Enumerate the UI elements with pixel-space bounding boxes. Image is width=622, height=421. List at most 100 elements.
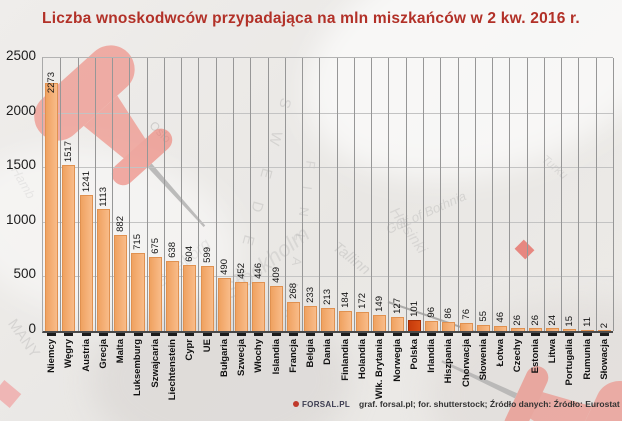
bar-Bułgaria (217, 277, 231, 331)
category-label: Szwecja (233, 339, 250, 376)
category-text: Estonia (529, 339, 541, 374)
category-text: Polska (408, 339, 420, 370)
category-text: Szwajcaria (149, 339, 161, 388)
x-tick (427, 333, 437, 336)
x-tick (565, 333, 575, 336)
footer: FORSAL.PL graf. forsal.pl; for. shutters… (293, 399, 620, 409)
category-text: Hiszpania (443, 339, 455, 384)
gridline-v (371, 58, 390, 331)
x-tick (444, 333, 454, 336)
x-tick (202, 333, 212, 336)
value-text: 268 (287, 282, 299, 299)
category-text: Liechtenstein (167, 339, 179, 401)
value-text: 24 (547, 314, 559, 326)
y-tick-label: 1000 (5, 211, 36, 227)
y-tick-label: 2000 (5, 102, 36, 118)
value-text: 1113 (97, 186, 109, 207)
category-text: UE (201, 339, 213, 353)
value-label: 1517 (60, 141, 77, 162)
value-label: 172 (354, 293, 371, 309)
gridline-v (544, 58, 563, 331)
x-tick (582, 333, 592, 336)
bar-Portugalia (563, 329, 577, 331)
x-tick (288, 333, 298, 336)
value-label: 55 (475, 311, 492, 322)
gridline-v (492, 58, 511, 331)
gridline-v (112, 58, 131, 331)
value-text: 15 (564, 315, 576, 327)
x-tick (392, 333, 402, 336)
category-label: Cypr (181, 339, 198, 361)
category-label: Portugalia (561, 339, 578, 385)
gridline-v (596, 58, 614, 331)
category-text: Luksemburg (132, 339, 144, 397)
bar-Cypr (183, 265, 197, 331)
gridline-v (268, 58, 286, 331)
value-label: 675 (147, 238, 164, 254)
x-tick (306, 333, 316, 336)
category-text: Szwecja (236, 339, 248, 376)
value-label: 1241 (78, 171, 95, 192)
x-tick (323, 333, 333, 336)
value-text: 604 (184, 246, 196, 263)
gridline-v (578, 58, 597, 331)
x-tick (116, 333, 126, 336)
gridline-v (406, 58, 424, 331)
category-label: Hiszpania (440, 339, 457, 383)
gridline-v (388, 58, 407, 331)
category-label: Chorwacja (458, 339, 475, 387)
bar-Hiszpania (442, 321, 456, 331)
credits-text: graf. forsal.pl; for. shutterstock; Źród… (359, 399, 620, 409)
x-tick (98, 333, 108, 336)
value-text: 409 (270, 267, 282, 284)
value-label: 213 (319, 289, 336, 305)
category-label: UE (198, 339, 215, 352)
bar-Chorwacja (459, 322, 473, 331)
x-tick (64, 333, 74, 336)
value-label: 11 (578, 317, 595, 327)
category-label: Polska (406, 339, 423, 370)
pushpin-icon (34, 45, 206, 227)
category-text: Finlandia (339, 339, 351, 381)
gridline-v (181, 58, 200, 331)
value-text: 599 (201, 246, 213, 263)
bar-Austria (79, 195, 93, 331)
category-label: Węgry (60, 339, 77, 368)
category-text: Łotwa (495, 339, 507, 367)
gridline-v (250, 58, 269, 331)
x-tick (185, 333, 195, 336)
gridline-v (302, 58, 321, 331)
category-text: Włochy (253, 339, 265, 373)
value-label: 446 (250, 263, 267, 279)
pushpin-icon (441, 360, 622, 421)
x-tick (548, 333, 558, 336)
gridline-v (78, 58, 96, 331)
value-text: 76 (460, 309, 472, 320)
value-label: 26 (527, 315, 544, 326)
bar-Słowenia (476, 325, 490, 331)
category-text: Austria (80, 339, 92, 372)
category-text: Chorwacja (460, 339, 472, 388)
category-label: Finlandia (337, 339, 354, 381)
category-text: Dania (322, 339, 334, 365)
gridline-v (285, 58, 304, 331)
value-label: 490 (216, 259, 233, 275)
value-label: 24 (544, 315, 561, 326)
category-label: Włochy (250, 339, 267, 373)
category-label: Wlk. Brytania (371, 339, 388, 399)
value-label: 638 (164, 242, 181, 258)
bar-Irlandia (425, 320, 439, 331)
bar-Szwajcaria (148, 257, 162, 331)
bar-Belgia (304, 305, 318, 331)
value-text: 1241 (80, 171, 92, 193)
value-text: 882 (115, 215, 127, 232)
gridline-h (43, 221, 613, 223)
category-label: Rumunia (578, 339, 595, 380)
x-tick (254, 333, 264, 336)
category-label: Luksemburg (129, 339, 146, 396)
category-text: Grecja (97, 339, 109, 369)
x-tick (133, 333, 143, 336)
x-tick (461, 333, 471, 336)
value-label: 86 (440, 308, 457, 319)
